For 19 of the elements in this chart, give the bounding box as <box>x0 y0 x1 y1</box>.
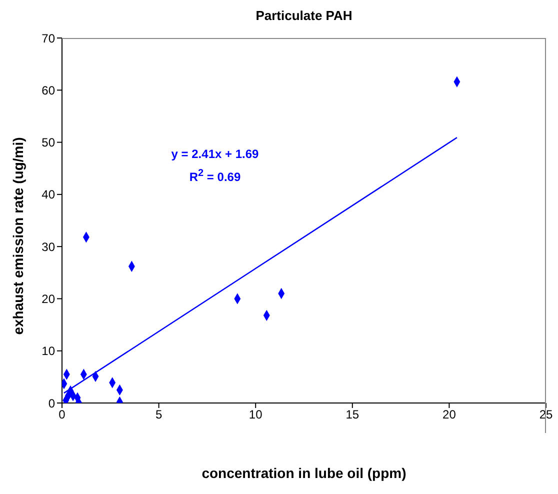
x-axis-title: concentration in lube oil (ppm) <box>200 465 408 481</box>
y-tick-label: 70 <box>42 31 56 46</box>
y-tick-label: 0 <box>48 396 56 410</box>
x-tick-label: 25 <box>539 408 553 422</box>
y-tick-label: 20 <box>42 292 56 306</box>
y-tick-label: 50 <box>42 136 56 150</box>
x-tick-label: 0 <box>58 408 66 422</box>
annotation: y = 2.41x + 1.69 <box>170 146 260 163</box>
y-axis-title: exhaust emission rate (ug/mi) <box>10 136 26 334</box>
y-tick-label: 40 <box>42 188 56 202</box>
x-tick-label: 5 <box>155 408 162 422</box>
x-tick-label: 10 <box>248 408 263 422</box>
x-tick-label: 15 <box>346 408 360 422</box>
annotation: R$^{2}$ = 0.69 <box>188 167 242 186</box>
chart-title: Particulate PAH <box>254 8 354 23</box>
y-tick-label: 10 <box>42 344 56 358</box>
x-tick-label: 20 <box>442 408 456 422</box>
y-tick-label: 60 <box>42 83 56 98</box>
y-tick-label: 30 <box>42 240 56 254</box>
